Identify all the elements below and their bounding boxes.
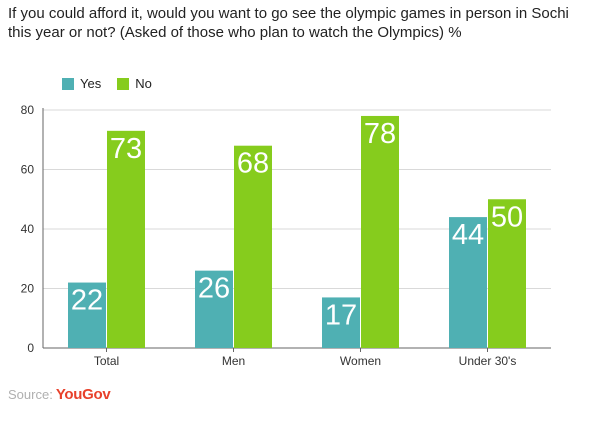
y-tick-label: 0 — [27, 341, 34, 355]
data-label: 78 — [364, 118, 396, 150]
legend-label-no: No — [135, 76, 152, 91]
x-tick-label: Under 30's — [459, 354, 517, 368]
data-label: 26 — [198, 273, 230, 305]
data-label: 73 — [110, 133, 142, 165]
data-label: 44 — [452, 219, 484, 251]
bar-yes — [322, 297, 360, 348]
legend-swatch-yes — [62, 77, 74, 90]
data-label: 50 — [491, 201, 523, 233]
legend-item-no: No — [117, 76, 152, 91]
data-label: 17 — [325, 299, 357, 331]
data-label: 68 — [237, 148, 269, 180]
legend: Yes No — [62, 76, 168, 91]
bar-no — [361, 115, 399, 348]
bar-no — [488, 199, 526, 348]
y-tick-label: 40 — [21, 222, 35, 236]
y-tick-label: 20 — [21, 282, 35, 296]
source-label: Source: — [8, 387, 53, 402]
bar-yes — [449, 217, 487, 348]
yougov-logo: YouGov — [55, 386, 111, 403]
source-credit: Source: YouGov — [8, 386, 111, 403]
y-tick-label: 60 — [21, 163, 35, 177]
legend-label-yes: Yes — [80, 76, 102, 91]
chart-title: If you could afford it, would you want t… — [8, 5, 569, 41]
legend-swatch-no — [117, 77, 130, 90]
bar-yes — [195, 270, 233, 348]
bar-no — [234, 145, 272, 348]
x-tick-label: Total — [94, 354, 119, 368]
bar-yes — [68, 282, 106, 348]
data-label: 22 — [71, 285, 103, 317]
x-tick-label: Women — [340, 354, 381, 368]
x-tick-label: Men — [222, 354, 245, 368]
bar-no — [107, 130, 145, 348]
y-tick-label: 80 — [21, 103, 35, 117]
legend-item-yes: Yes — [62, 76, 101, 91]
